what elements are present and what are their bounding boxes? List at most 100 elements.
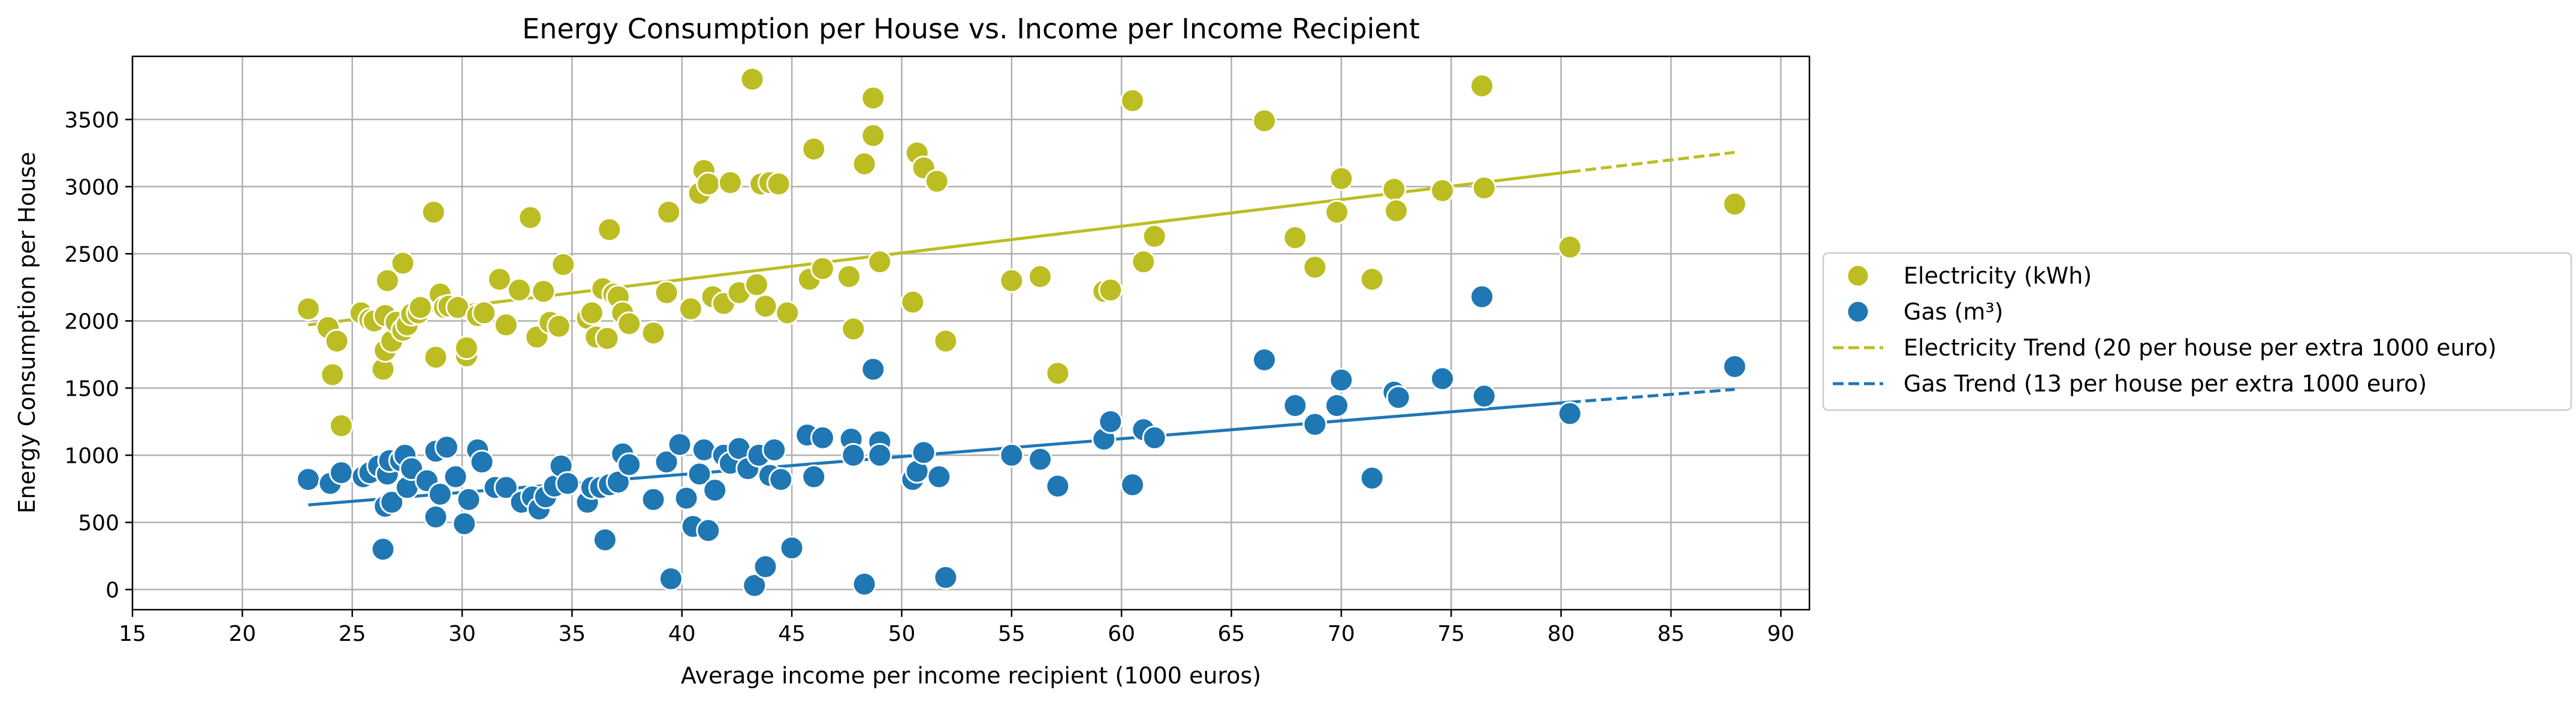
y-tick-label: 500 <box>78 511 119 535</box>
gas-point <box>1028 447 1053 472</box>
electricity-point <box>861 85 886 110</box>
x-tick-label: 60 <box>1108 622 1135 646</box>
y-axis-label: Energy Consumption per House <box>14 152 40 513</box>
electricity-point <box>320 362 345 387</box>
x-tick-label: 15 <box>119 622 146 646</box>
gas-point <box>801 464 827 489</box>
grid <box>131 56 1809 610</box>
gas-point <box>1283 393 1308 418</box>
x-tick-label: 20 <box>228 622 256 646</box>
x-tick-label: 50 <box>888 622 916 646</box>
y-tick-label: 2500 <box>64 242 119 267</box>
electricity-point <box>1430 178 1455 203</box>
gas-point <box>295 467 321 492</box>
gas-point <box>753 554 778 579</box>
electricity-point <box>454 335 479 360</box>
gas-point <box>1359 465 1384 490</box>
plot-marks <box>295 67 1747 598</box>
electricity-point <box>753 294 778 319</box>
electricity-point <box>1381 177 1407 202</box>
electricity-point <box>1098 278 1123 303</box>
legend: Electricity (kWh) Gas (m³) Electricity T… <box>1822 252 2572 411</box>
gas-point <box>370 537 396 562</box>
electricity-point <box>1384 198 1409 224</box>
gas-trend-line-dashed <box>1570 388 1735 404</box>
electricity-point <box>1329 166 1354 191</box>
y-tick-label: 0 <box>105 578 119 602</box>
gas-point <box>762 437 787 462</box>
electricity-point <box>656 200 681 225</box>
gas-point <box>742 573 767 598</box>
x-tick-label: 85 <box>1657 622 1685 646</box>
electricity-point <box>579 300 604 326</box>
gas-point <box>999 442 1024 468</box>
x-tick-label: 40 <box>668 622 696 646</box>
electricity-point <box>472 300 497 326</box>
gas-point <box>933 565 958 590</box>
axis-ticks: 15 20 25 30 35 40 45 50 55 60 65 70 75 80 85 90 0 500 1000… <box>64 108 1794 646</box>
electricity-point <box>531 279 556 304</box>
y-tick-label: 1500 <box>64 376 119 401</box>
gas-point <box>423 504 448 529</box>
x-tick-label: 30 <box>448 622 476 646</box>
electricity-point <box>900 290 925 315</box>
electricity-point <box>696 171 721 197</box>
gas-point <box>1386 385 1411 410</box>
gas-point <box>1252 347 1277 372</box>
gas-point <box>779 535 804 561</box>
gas-point <box>911 440 936 465</box>
gas-point <box>841 442 866 468</box>
electricity-point <box>1325 200 1350 225</box>
electricity-point <box>617 311 642 336</box>
legend-label-gas: Gas (m³) <box>1904 299 2004 325</box>
legend-label-gas-trend: Gas Trend (13 per house per extra 1000 e… <box>1904 370 2427 397</box>
electricity-point <box>328 413 354 438</box>
electricity-point <box>861 123 886 148</box>
legend-label-electricity-trend: Electricity Trend (20 per house per extr… <box>1904 335 2496 361</box>
electricity-point <box>1557 234 1582 260</box>
gas-point <box>452 511 477 537</box>
gas-point <box>493 475 518 500</box>
x-axis-label: Average income per income recipient (100… <box>681 662 1261 689</box>
electricity-point <box>1302 255 1328 280</box>
electricity-point <box>597 217 622 242</box>
x-tick-label: 25 <box>339 622 366 646</box>
gas-point <box>605 469 631 495</box>
x-tick-label: 90 <box>1767 622 1794 646</box>
gas-point <box>1120 472 1145 498</box>
electricity-point <box>1359 267 1384 292</box>
electricity-point <box>999 268 1024 293</box>
electricity-point <box>641 321 666 345</box>
legend-marker-electricity <box>1846 264 1870 288</box>
electricity-point <box>1045 361 1070 386</box>
gas-point <box>1325 393 1350 418</box>
gas-point <box>674 486 699 511</box>
gas-point <box>379 490 405 515</box>
electricity-point <box>1142 224 1167 249</box>
gas-point <box>555 471 580 496</box>
electricity-point <box>654 280 679 305</box>
electricity-point <box>1252 109 1277 134</box>
electricity-point <box>1131 249 1156 275</box>
x-tick-label: 80 <box>1548 622 1575 646</box>
gas-point <box>667 432 692 457</box>
gas-point <box>1470 284 1495 309</box>
electricity-point <box>678 296 703 321</box>
x-tick-label: 35 <box>559 622 586 646</box>
electricity-point <box>546 314 571 339</box>
x-tick-label: 70 <box>1328 622 1355 646</box>
electricity-point <box>324 329 349 354</box>
gas-point <box>328 460 354 485</box>
electricity-point <box>775 300 800 326</box>
electricity-point <box>717 170 743 195</box>
gas-point <box>1302 412 1328 437</box>
electricity-trend-line-dashed <box>1569 150 1735 174</box>
gas-point <box>768 467 794 492</box>
electricity-point <box>493 312 518 338</box>
electricity-point <box>595 326 620 351</box>
plot-frame <box>131 55 1811 611</box>
gas-point <box>1329 367 1354 393</box>
gas-point <box>658 566 683 591</box>
gas-point <box>861 357 886 382</box>
gas-point <box>456 487 481 512</box>
